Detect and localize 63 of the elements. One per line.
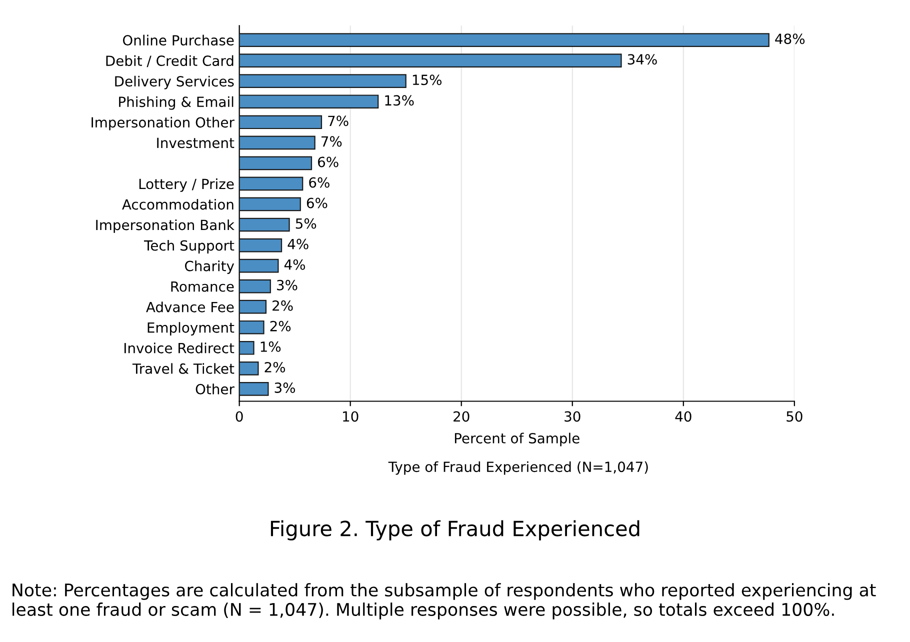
bar — [239, 279, 271, 294]
bar — [239, 320, 264, 334]
data-label: 4% — [284, 259, 306, 270]
y-tick-label: Advance Fee — [146, 302, 234, 312]
bar — [239, 74, 406, 88]
data-label: 1% — [260, 341, 281, 352]
x-tick-label: 20 — [454, 411, 470, 422]
bar — [239, 238, 282, 252]
y-tick-label: Employment — [148, 322, 234, 336]
bar — [239, 197, 301, 212]
x-tick-label: 40 — [675, 411, 692, 422]
data-label: 48% — [775, 34, 805, 44]
data-label: 7% — [322, 136, 342, 147]
data-label: 5% — [296, 218, 316, 229]
y-tick-label: Impersonation Other — [92, 116, 234, 130]
data-label: 34% — [628, 54, 657, 65]
y-tick-label: Phishing & Email — [119, 96, 234, 110]
y-tick-label: Travel & Ticket — [132, 363, 234, 374]
bar — [239, 300, 267, 314]
x-axis-title: Percent of Sample — [454, 432, 580, 446]
y-tick-label: Invoice Redirect — [124, 342, 234, 354]
bar — [239, 340, 254, 355]
text: Figure 2. Type of Fraud Experienced — [270, 520, 640, 540]
bar — [239, 33, 770, 47]
data-label: 6% — [309, 177, 330, 188]
bar — [239, 382, 269, 396]
y-tick-label: Other — [196, 384, 234, 394]
y-tick-label: Accommodation — [122, 198, 234, 210]
x-tick-label: 30 — [564, 411, 580, 422]
data-label: 2% — [270, 320, 291, 332]
data-label: 3% — [274, 382, 296, 393]
bar — [239, 115, 322, 130]
data-label: 6% — [318, 156, 338, 168]
y-tick-label: Debit / Credit Card — [106, 55, 234, 68]
y-tick-label: Delivery Services — [115, 76, 234, 90]
data-label: 6% — [306, 198, 328, 208]
data-label: 3% — [277, 280, 298, 290]
data-label: 7% — [328, 116, 348, 126]
x-tick-label: 50 — [786, 411, 802, 422]
y-tick-label: Online Purchase — [122, 34, 234, 46]
data-label: 2% — [264, 362, 286, 372]
bar — [239, 136, 316, 150]
y-tick-label: Charity — [185, 260, 234, 274]
bar — [239, 218, 290, 232]
y-tick-label: Lottery / Prize — [139, 178, 234, 192]
y-tick-label: Impersonation Bank — [96, 219, 234, 233]
text: Note: Percentages are calculated from the subsample of respondents who reported experiencing at least one fraud or scam (N = 1,047). Multiple responses were possible, so totals exceed 100%. — [12, 583, 876, 620]
bar — [239, 361, 259, 376]
data-label: 15% — [412, 74, 442, 86]
y-tick-label: Tech Support — [144, 240, 234, 254]
y-tick-label: Romance — [171, 281, 234, 292]
text: Type of Fraud Experienced (N=1,047) — [388, 461, 648, 475]
x-tick-label: 0 — [236, 411, 243, 422]
data-label: 2% — [272, 300, 293, 311]
y-tick-label: Investment — [157, 138, 234, 148]
x-tick-label: 10 — [343, 411, 358, 422]
bar — [239, 156, 312, 170]
bar — [239, 258, 279, 273]
data-label: 13% — [385, 95, 414, 106]
bar — [239, 94, 379, 109]
bar — [239, 176, 304, 191]
bar — [239, 54, 622, 68]
data-label: 4% — [288, 238, 308, 250]
